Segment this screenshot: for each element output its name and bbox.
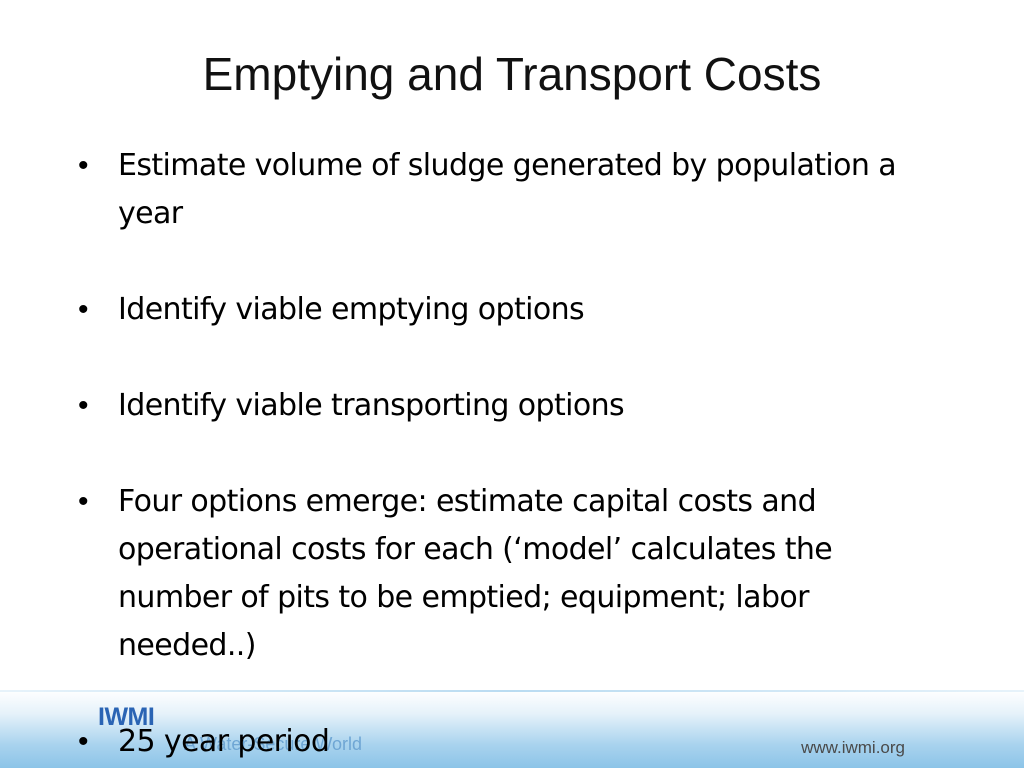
- bullet-item: • Four options emerge: estimate capital …: [78, 478, 938, 670]
- bullet-dot: •: [78, 485, 89, 518]
- bullet-item: • Estimate volume of sludge generated by…: [78, 142, 938, 238]
- bullet-text: Identify viable emptying options: [118, 292, 585, 327]
- bullet-dot: •: [78, 293, 89, 326]
- bullet-item: • Identify viable emptying options: [78, 286, 938, 334]
- bullet-text: Four options emerge: estimate capital co…: [118, 484, 833, 663]
- bullet-text: 25 year period: [118, 724, 330, 759]
- slide-title: Emptying and Transport Costs: [202, 48, 822, 100]
- bullet-item: • 25 year period: [78, 718, 978, 766]
- iwmi-logo: IWMI: [98, 704, 178, 744]
- bullet-item: • Identify viable transporting options: [78, 382, 938, 430]
- logo-wordmark: IWMI: [98, 703, 155, 731]
- footer-band: [0, 690, 1024, 768]
- bullet-text: Estimate volume of sludge generated by p…: [118, 148, 897, 231]
- bullet-text: Identify viable transporting options: [118, 388, 625, 423]
- footer-divider: [0, 690, 1024, 692]
- footer-tagline: A Water-Secure World: [184, 734, 363, 754]
- bullet-dot: •: [78, 725, 89, 758]
- footer-url: www.iwmi.org: [801, 738, 905, 757]
- bullet-dot: •: [78, 389, 89, 422]
- bullet-dot: •: [78, 149, 89, 182]
- bullet-list: • Estimate volume of sludge generated by…: [78, 142, 938, 759]
